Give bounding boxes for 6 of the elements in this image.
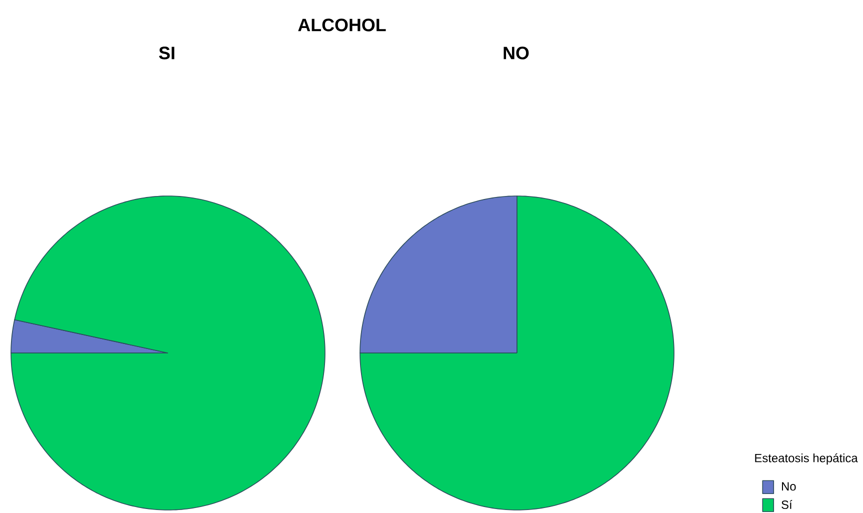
- legend-label: Sí: [782, 500, 792, 509]
- chart-subtitle: NO: [504, 46, 529, 60]
- chart-title: ALCOHOL: [298, 18, 386, 32]
- legend-title: Esteatosis hepática: [755, 453, 858, 465]
- chart-subtitle: SI: [159, 46, 174, 60]
- legend-label: No: [782, 482, 796, 491]
